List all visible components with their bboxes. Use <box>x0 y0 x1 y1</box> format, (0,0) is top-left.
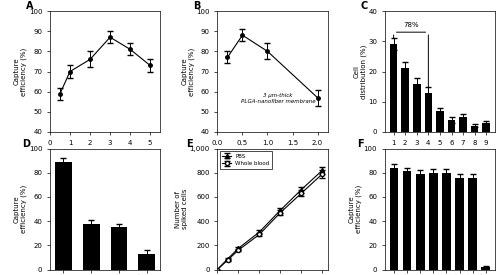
Bar <box>403 172 411 270</box>
Y-axis label: Capture
efficiency (%): Capture efficiency (%) <box>14 47 28 96</box>
Y-axis label: Capture
efficiency (%): Capture efficiency (%) <box>349 185 362 233</box>
Bar <box>110 227 128 270</box>
Text: 78%: 78% <box>403 22 419 28</box>
X-axis label: Flow rate (mL/h): Flow rate (mL/h) <box>244 151 302 158</box>
Text: C: C <box>360 1 368 11</box>
X-axis label: Electrospinning time (h): Electrospinning time (h) <box>63 151 148 158</box>
Y-axis label: Number of
spiked cells: Number of spiked cells <box>175 189 188 229</box>
Bar <box>429 173 438 270</box>
Text: E: E <box>186 139 193 149</box>
Bar <box>413 84 420 132</box>
Bar <box>456 178 464 270</box>
Bar <box>482 123 490 132</box>
Bar <box>83 224 100 270</box>
Text: 3 μm-thick
PLGA-nanofiber membrane: 3 μm-thick PLGA-nanofiber membrane <box>240 93 316 103</box>
Text: A: A <box>26 1 34 11</box>
Legend: PBS, Whole blood: PBS, Whole blood <box>220 151 272 169</box>
Bar <box>390 44 398 132</box>
Bar <box>442 173 450 270</box>
Y-axis label: Cell
distribution (%): Cell distribution (%) <box>354 44 367 99</box>
Bar <box>390 168 398 270</box>
Text: F: F <box>358 139 364 149</box>
Bar <box>468 178 477 270</box>
Y-axis label: Capture
efficiency (%): Capture efficiency (%) <box>14 185 28 233</box>
Text: D: D <box>22 139 30 149</box>
Bar <box>460 117 467 132</box>
Bar <box>448 120 456 132</box>
Bar <box>436 111 444 132</box>
X-axis label: Microchannel locations: Microchannel locations <box>400 151 480 157</box>
Bar <box>402 68 409 132</box>
Bar <box>424 93 432 132</box>
Bar <box>55 162 72 270</box>
Bar <box>138 254 155 270</box>
Text: B: B <box>193 1 200 11</box>
Bar <box>471 126 478 132</box>
Y-axis label: Capture
efficiency (%): Capture efficiency (%) <box>182 47 195 96</box>
Bar <box>482 267 490 270</box>
Bar <box>416 174 424 270</box>
